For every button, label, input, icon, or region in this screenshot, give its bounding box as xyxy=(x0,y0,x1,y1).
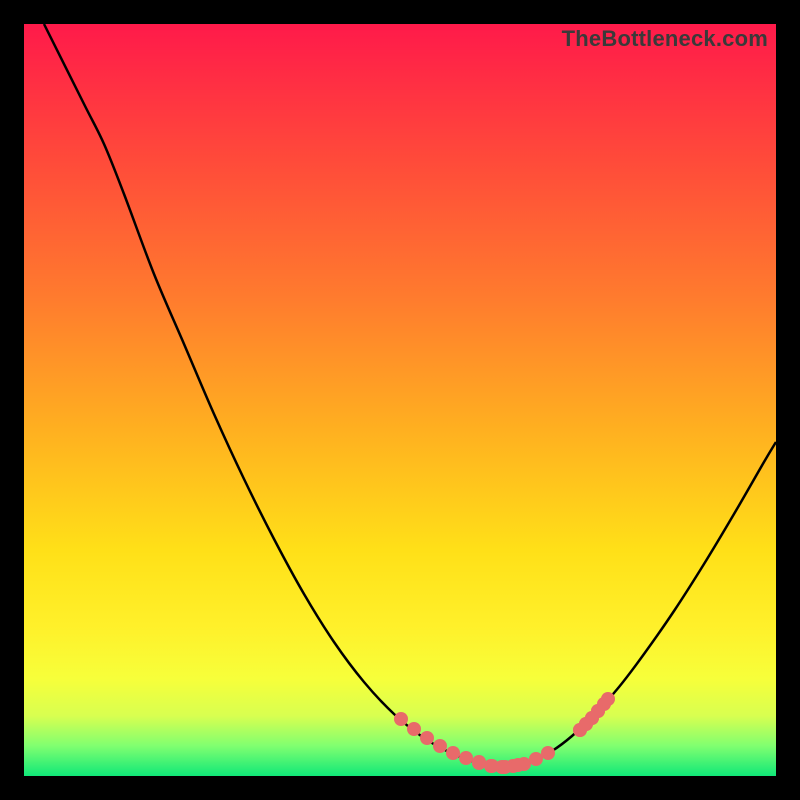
data-point xyxy=(420,731,434,745)
data-point xyxy=(511,758,525,772)
bottleneck-dots xyxy=(394,692,615,774)
data-point xyxy=(472,755,486,769)
chart-canvas xyxy=(24,24,776,776)
data-point xyxy=(407,722,421,736)
data-point xyxy=(459,751,473,765)
data-point xyxy=(591,704,605,718)
data-point xyxy=(394,712,408,726)
data-point xyxy=(485,759,499,773)
chart-outer: TheBottleneck.com xyxy=(0,0,800,800)
data-point xyxy=(498,760,512,774)
bottleneck-curve xyxy=(44,24,776,767)
data-point xyxy=(601,692,615,706)
chart-plot-area: TheBottleneck.com xyxy=(24,24,776,776)
data-point xyxy=(446,746,460,760)
data-point xyxy=(529,752,543,766)
data-point xyxy=(433,739,447,753)
data-point xyxy=(541,746,555,760)
